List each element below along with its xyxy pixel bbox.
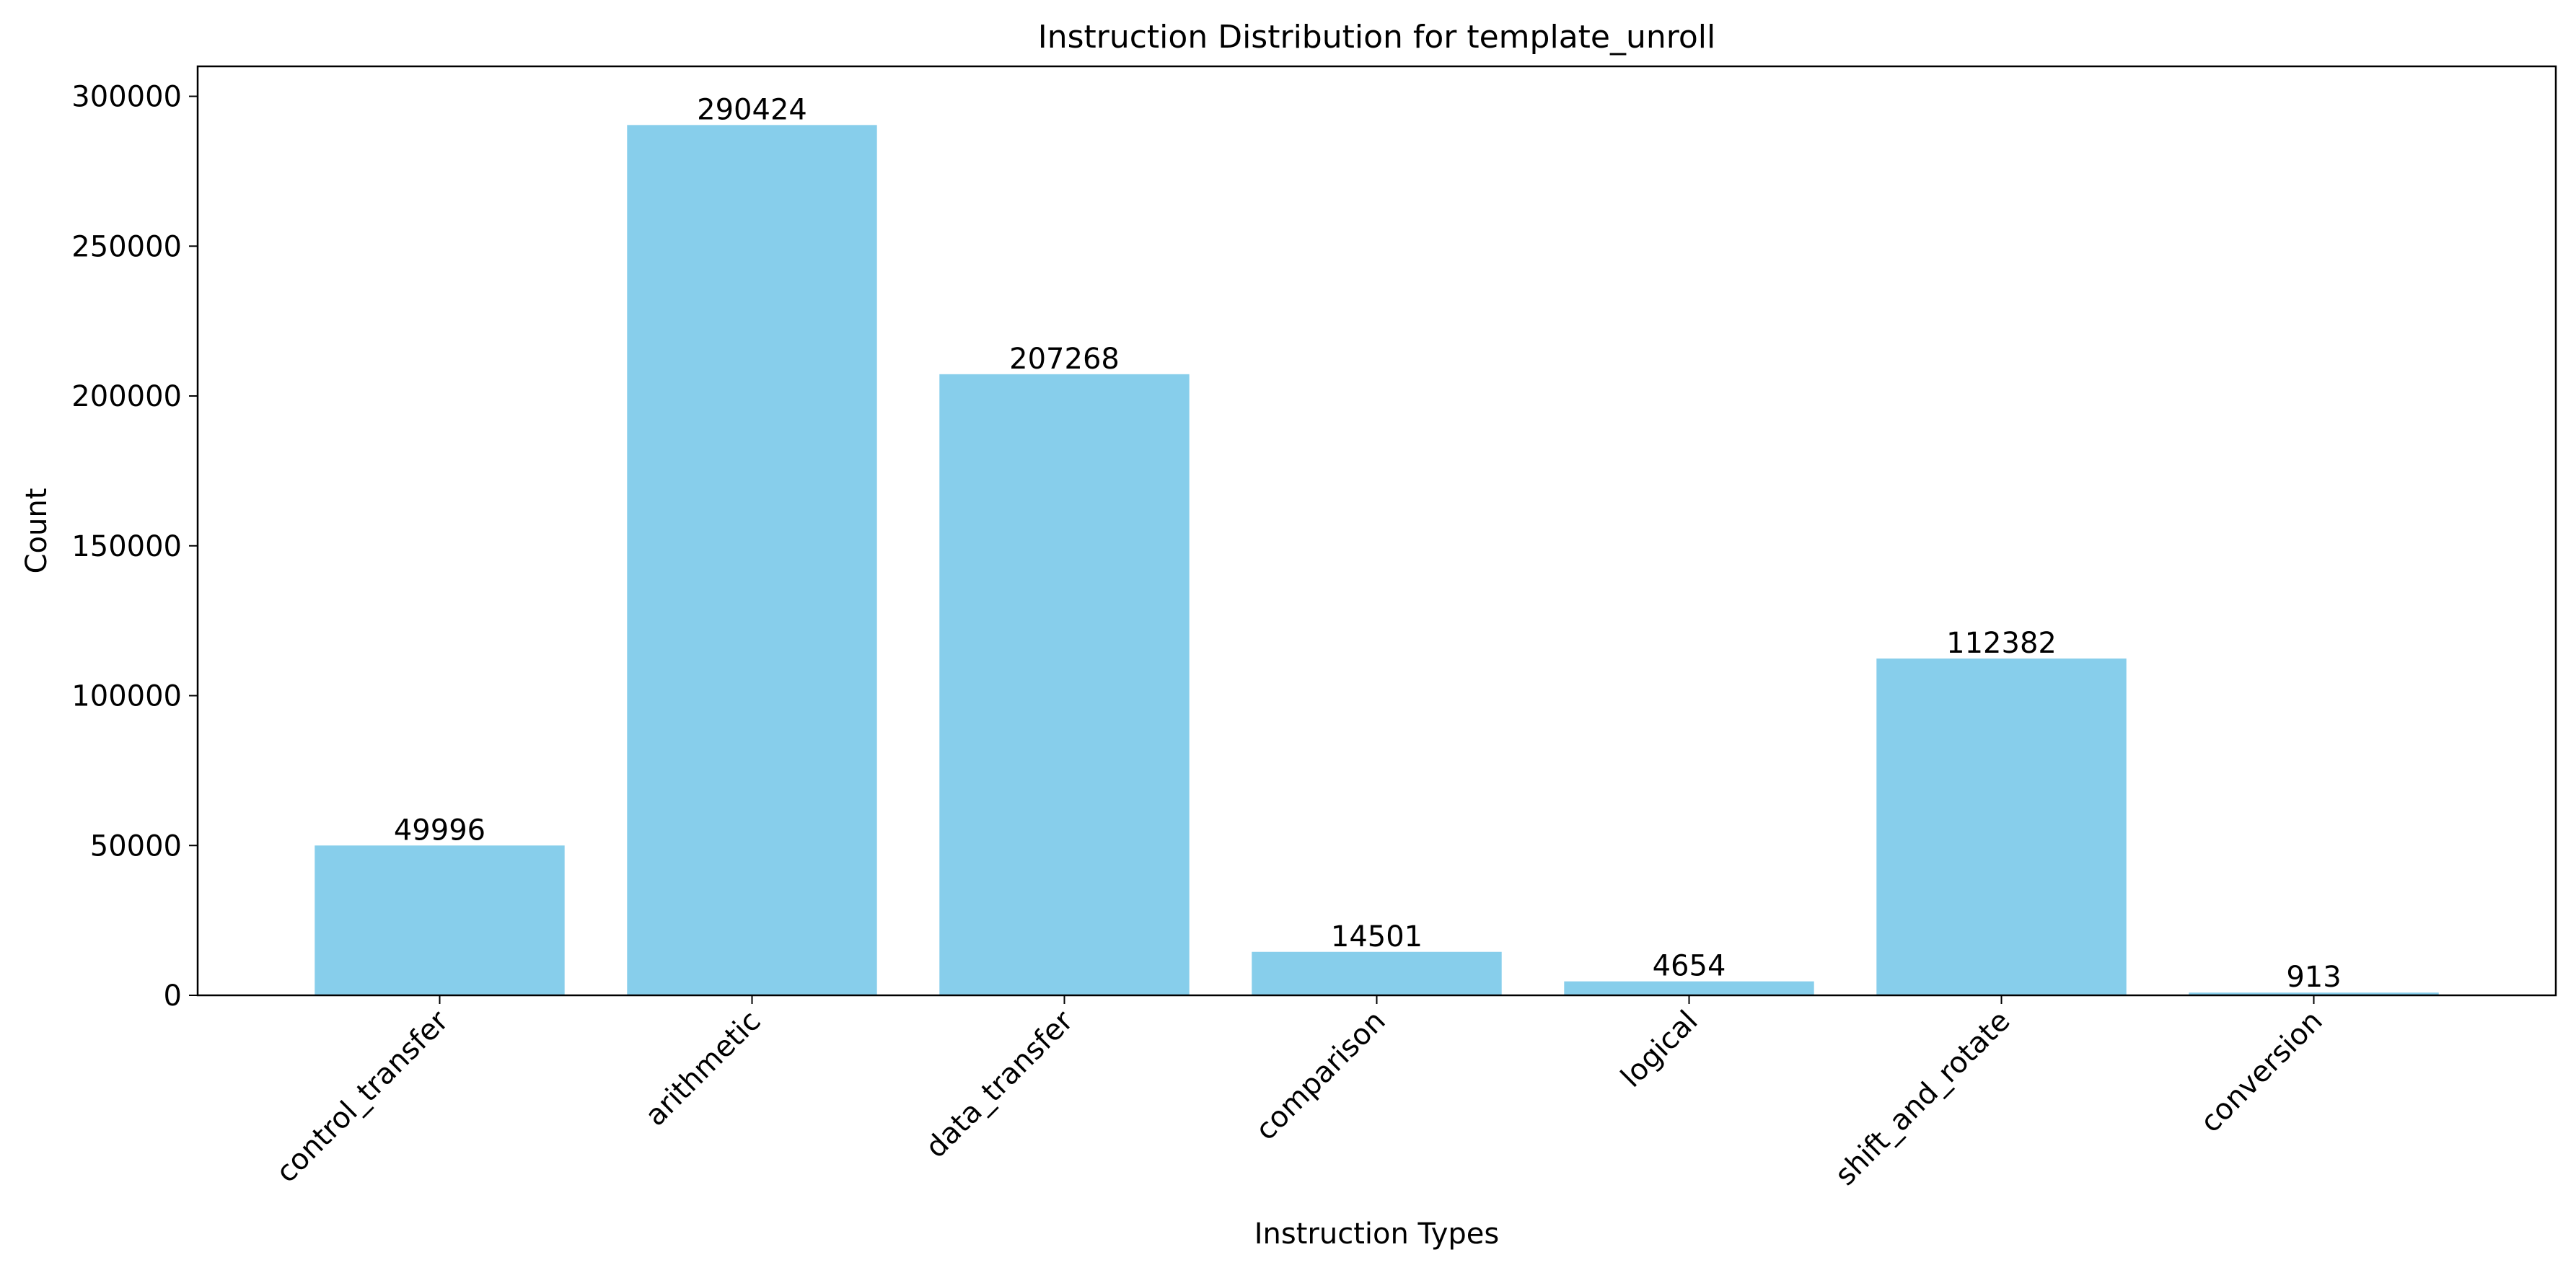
data-label: 290424	[697, 93, 807, 126]
bar-data-transfer	[939, 374, 1190, 995]
y-tick-label: 50000	[90, 829, 182, 863]
bar-comparison	[1252, 951, 1502, 995]
data-label: 49996	[394, 814, 485, 847]
y-axis-label: Count	[20, 488, 53, 574]
y-tick-label: 200000	[71, 380, 182, 413]
chart-title: Instruction Distribution for template_un…	[1038, 19, 1716, 56]
data-label: 913	[2286, 961, 2341, 994]
data-label: 112382	[1946, 627, 2057, 660]
y-tick-label: 150000	[71, 530, 182, 563]
y-tick-label: 300000	[71, 81, 182, 114]
data-label: 4654	[1653, 950, 1726, 983]
bar-control-transfer	[315, 845, 565, 995]
bar-conversion	[2189, 992, 2439, 995]
data-label: 207268	[1009, 343, 1120, 376]
bar-arithmetic	[627, 125, 877, 996]
bar-shift-and-rotate	[1876, 658, 2127, 995]
y-tick-label: 250000	[71, 230, 182, 263]
data-label: 14501	[1331, 920, 1423, 953]
y-tick-label: 0	[164, 979, 182, 1013]
plot-area-frame	[196, 65, 2557, 997]
data-labels-group: 49996 290424 207268 14501 4654 112382 913	[394, 93, 2342, 994]
y-tick-label: 100000	[71, 680, 182, 713]
bars-group	[315, 125, 2439, 996]
x-axis-label: Instruction Types	[1254, 1217, 1500, 1251]
bar-logical	[1564, 981, 1814, 995]
